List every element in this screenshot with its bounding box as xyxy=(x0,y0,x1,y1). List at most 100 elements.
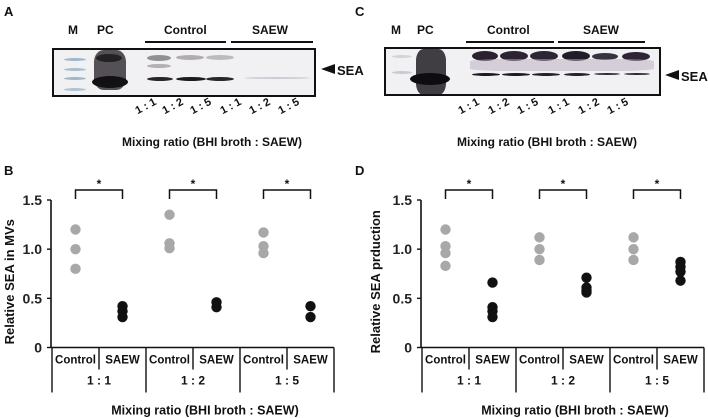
control-data-point xyxy=(70,263,81,275)
saew-data-point xyxy=(305,311,316,323)
positive-control-label: PC xyxy=(97,23,114,37)
marker-lane-label: M xyxy=(391,23,401,37)
saew-data-point xyxy=(305,301,316,312)
lane-label: 1 : 2 xyxy=(160,96,186,117)
significance-asterisk: * xyxy=(285,177,290,191)
lane-label: 1 : 2 xyxy=(576,96,602,117)
control-data-point xyxy=(70,243,81,255)
panel-letter-c: C xyxy=(355,4,365,19)
saew-data-point xyxy=(487,311,498,323)
saew-data-point xyxy=(675,275,686,286)
control-data-point xyxy=(534,243,545,255)
saew-data-point xyxy=(581,272,592,283)
saew-data-point xyxy=(675,266,686,277)
group-saew-label: SAEW xyxy=(252,23,288,37)
control-data-point xyxy=(70,224,81,235)
control-data-point xyxy=(534,232,545,243)
lane-label: 1 : 5 xyxy=(605,96,631,117)
x-category-label: 1 : 2 xyxy=(551,374,575,388)
panel-letter-b: B xyxy=(4,163,14,178)
scatter-chart-b: 0 0.5 1.0 1.5 Relative SEA in MVs Control SAEW… xyxy=(2,177,335,418)
scatter-chart-d: 0 0.5 1.0 1.5 Relative SEA prduction Control S… xyxy=(368,177,705,418)
x-subcategory-label: Control xyxy=(519,355,560,367)
y-tick-label: 1.0 xyxy=(393,241,413,257)
y-tick-label: 0.5 xyxy=(23,290,43,306)
group-saew-label: SAEW xyxy=(583,23,619,37)
control-data-point xyxy=(440,260,451,272)
saew-data-point xyxy=(581,287,592,298)
y-tick-label: 0 xyxy=(404,340,412,356)
x-category-label: 1 : 1 xyxy=(457,374,481,388)
y-tick-label: 0 xyxy=(34,340,42,356)
control-group-line xyxy=(466,41,554,43)
lane-label: 1 : 5 xyxy=(515,96,541,117)
lane-label: 1 : 1 xyxy=(456,96,482,117)
significance-asterisk: * xyxy=(191,177,196,191)
y-tick-label: 0.5 xyxy=(393,290,413,306)
x-axis-label-c: Mixing ratio (BHI broth : SAEW) xyxy=(457,135,637,149)
control-data-point xyxy=(164,209,175,220)
x-subcategory-label: SAEW xyxy=(293,355,328,367)
saew-data-point xyxy=(117,311,128,323)
positive-control-label: PC xyxy=(417,23,434,37)
saew-group-line xyxy=(231,41,313,43)
western-blot-a xyxy=(52,48,316,97)
panel-letter-d: D xyxy=(355,163,365,178)
sea-arrow-icon xyxy=(665,70,679,80)
x-axis-label: Mixing ratio (BHI broth : SAEW) xyxy=(481,404,668,418)
control-data-point xyxy=(258,247,269,259)
x-subcategory-label: SAEW xyxy=(569,355,604,367)
y-tick-label: 1.5 xyxy=(393,192,413,208)
group-control-label: Control xyxy=(487,23,530,37)
saew-data-point xyxy=(487,277,498,288)
significance-asterisk: * xyxy=(467,177,472,191)
y-tick-label: 1.0 xyxy=(23,241,43,257)
x-axis-label-a: Mixing ratio (BHI broth : SAEW) xyxy=(122,135,302,149)
lane-label: 1 : 5 xyxy=(276,96,302,117)
lane-label: 1 : 1 xyxy=(218,96,244,117)
y-tick-label: 1.5 xyxy=(23,192,43,208)
x-subcategory-label: Control xyxy=(613,355,654,367)
x-subcategory-label: Control xyxy=(55,355,96,367)
control-data-point xyxy=(628,243,639,255)
significance-asterisk: * xyxy=(655,177,660,191)
sea-band-label: SEA xyxy=(337,63,364,78)
group-control-label: Control xyxy=(164,23,207,37)
x-subcategory-label: SAEW xyxy=(199,355,234,367)
sea-arrow-icon xyxy=(321,64,335,74)
control-data-point xyxy=(628,232,639,243)
lane-label: 1 : 2 xyxy=(486,96,512,117)
control-data-point xyxy=(534,254,545,266)
panel-letter-a: A xyxy=(4,4,14,19)
x-category-label: 1 : 5 xyxy=(645,374,669,388)
control-data-point xyxy=(628,254,639,266)
saew-data-point xyxy=(211,301,222,313)
control-group-line xyxy=(145,41,226,43)
x-category-label: 1 : 1 xyxy=(87,374,111,388)
x-subcategory-label: Control xyxy=(425,355,466,367)
sea-band-label: SEA xyxy=(681,69,708,84)
y-axis-label: Relative SEA in MVs xyxy=(2,219,17,344)
control-data-point xyxy=(440,247,451,259)
saew-group-line xyxy=(558,41,645,43)
control-data-point xyxy=(258,227,269,238)
significance-asterisk: * xyxy=(561,177,566,191)
x-subcategory-label: Control xyxy=(243,355,284,367)
x-category-label: 1 : 5 xyxy=(275,374,299,388)
lane-label: 1 : 1 xyxy=(133,96,159,117)
x-axis-label: Mixing ratio (BHI broth : SAEW) xyxy=(111,404,298,418)
control-data-point xyxy=(440,224,451,235)
x-subcategory-label: SAEW xyxy=(105,355,140,367)
lane-label: 1 : 2 xyxy=(247,96,273,117)
lane-label: 1 : 1 xyxy=(546,96,572,117)
lane-label: 1 : 5 xyxy=(188,96,214,117)
x-subcategory-label: Control xyxy=(149,355,190,367)
x-subcategory-label: SAEW xyxy=(475,355,510,367)
significance-asterisk: * xyxy=(97,177,102,191)
marker-lane-label: M xyxy=(68,23,78,37)
western-blot-c xyxy=(384,47,661,96)
control-data-point xyxy=(164,242,175,254)
y-axis-label: Relative SEA prduction xyxy=(368,210,383,353)
x-category-label: 1 : 2 xyxy=(181,374,205,388)
x-subcategory-label: SAEW xyxy=(663,355,698,367)
